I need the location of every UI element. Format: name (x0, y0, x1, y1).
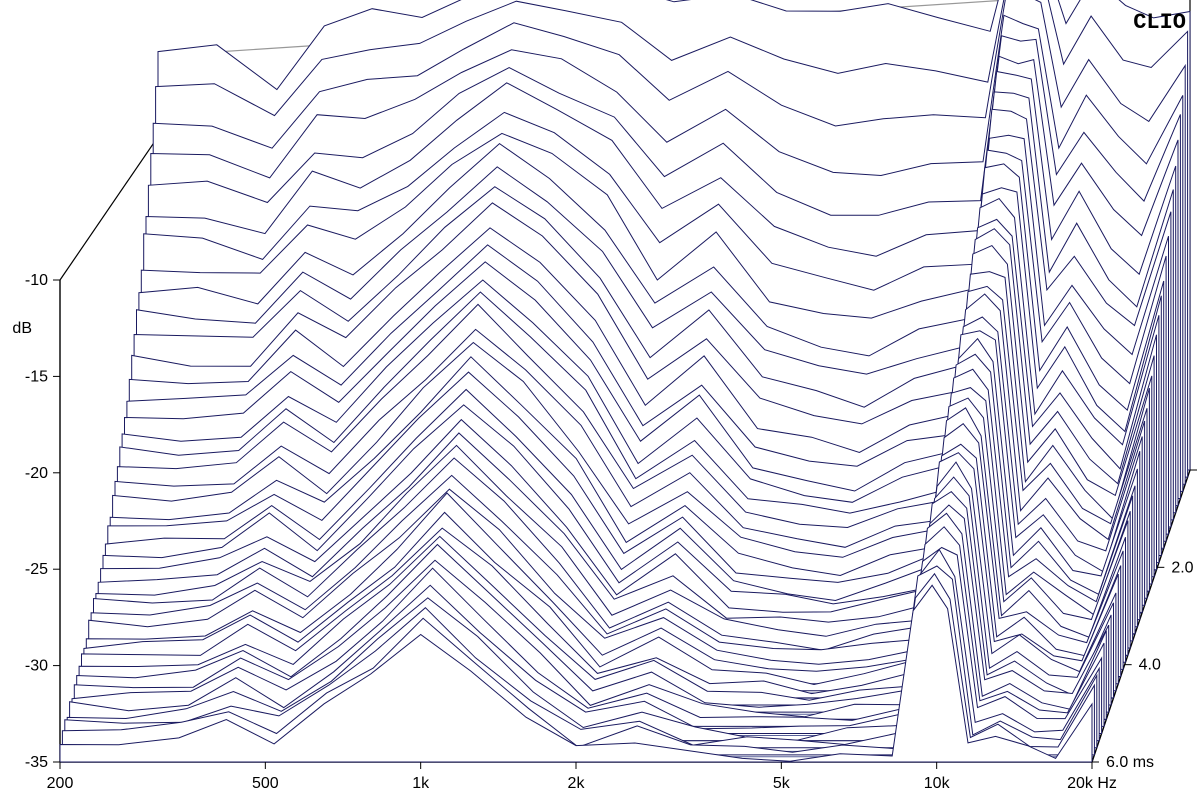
z-tick-label: 4.0 (1139, 657, 1161, 674)
z-tick-label: 2.0 (1171, 559, 1193, 576)
x-tick-label: 10k (924, 775, 951, 792)
x-tick-label: 1k (412, 775, 430, 792)
x-tick-label: 5k (773, 775, 791, 792)
y-axis-label: dB (12, 320, 32, 337)
waterfall-chart: 200 500 1k 2k 5k 10k 20k Hz -10 -15 -20 -25 -30 -35 d… (0, 0, 1200, 792)
y-tick-label: -35 (25, 754, 48, 771)
x-tick-label: 20k Hz (1067, 775, 1117, 792)
x-tick-label: 500 (252, 775, 279, 792)
y-tick-label: -30 (25, 658, 48, 675)
z-tick-label: 6.0 ms (1106, 754, 1154, 771)
brand-label: CLIO (1133, 10, 1186, 35)
y-tick-label: -10 (25, 272, 48, 289)
y-tick-label: -25 (25, 561, 48, 578)
y-tick-label: -15 (25, 368, 48, 385)
x-tick-label: 200 (47, 775, 74, 792)
slices (60, 0, 1190, 762)
x-tick-label: 2k (568, 775, 586, 792)
y-tick-label: -20 (25, 465, 48, 482)
